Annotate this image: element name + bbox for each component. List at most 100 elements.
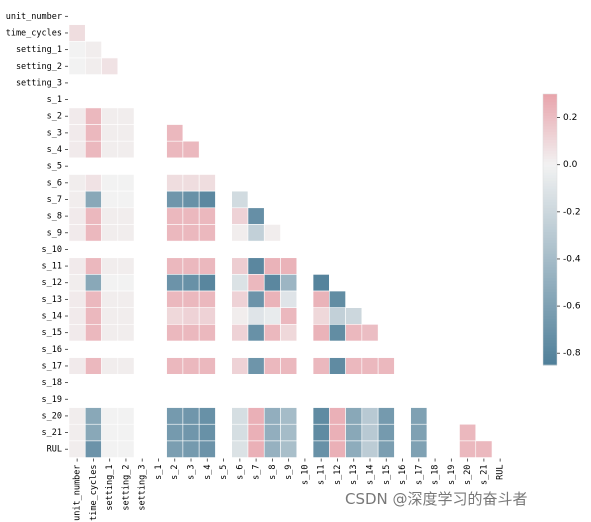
colorbar-segment	[543, 256, 557, 260]
colorbar-segment	[543, 229, 557, 233]
heatmap-cell-s_7-s_4	[198, 190, 216, 209]
colorbar-segment	[543, 340, 557, 344]
heatmap-cell-s_11-s_3	[182, 257, 200, 275]
heatmap-cell-RUL-s_2	[166, 440, 184, 458]
heatmap-cell-s_13-s_9	[280, 290, 298, 308]
heatmap-cell-s_12-s_6	[231, 274, 249, 292]
colorbar-segment	[543, 218, 557, 222]
row-label-s_13: s_13	[42, 295, 62, 305]
heatmap-cell-s_21-s_8	[263, 423, 281, 442]
heatmap-cell-s_12-s_4	[198, 274, 216, 292]
heatmap-cell-s_21-s_3	[182, 423, 200, 442]
col-label-s_15: s_15	[382, 465, 392, 485]
heatmap-cell-s_2-time_cycles	[84, 107, 102, 125]
heatmap-cell-s_12-setting_2	[117, 274, 135, 292]
heatmap-cell-s_2-setting_2	[117, 107, 135, 125]
heatmap-cell-RUL-s_17	[410, 440, 428, 458]
heatmap-cell-s_4-s_3	[182, 140, 200, 159]
colorbar-tick-label: -0.2	[563, 207, 581, 217]
heatmap-cell-s_12-unit_number	[68, 274, 86, 292]
col-label-s_2: s_2	[170, 465, 180, 480]
colorbar-segment	[543, 362, 557, 366]
row-label-s_3: s_3	[47, 128, 62, 138]
colorbar-segment	[543, 335, 557, 339]
heatmap-cell-s_15-s_12	[329, 324, 346, 342]
colorbar-segment	[543, 248, 557, 252]
colorbar-segment	[543, 332, 557, 336]
heatmap-cell-s_14-unit_number	[68, 307, 86, 325]
heatmap-cell-s_15-setting_1	[101, 324, 119, 342]
colorbar-segment	[543, 243, 557, 247]
heatmap-cell-s_8-s_3	[182, 207, 200, 225]
heatmap-cell-s_21-s_20	[459, 423, 477, 442]
colorbar-segment	[543, 286, 557, 290]
row-label-s_17: s_17	[42, 361, 62, 371]
heatmap-cell-s_3-setting_2	[117, 124, 135, 142]
heatmap-cell-s_17-s_3	[182, 357, 200, 375]
colorbar-segment	[543, 291, 557, 295]
heatmap-cell-s_12-s_8	[263, 274, 281, 292]
heatmap-cell-s_9-s_4	[198, 224, 216, 242]
heatmap-cell-s_17-s_14	[361, 357, 379, 375]
colorbar-segment	[543, 148, 557, 152]
colorbar-segment	[543, 202, 557, 206]
colorbar-segment	[543, 172, 557, 176]
colorbar-tick-label: -0.6	[563, 302, 581, 312]
heatmap-cell-s_9-time_cycles	[84, 224, 102, 242]
heatmap-cell-s_4-s_2	[166, 140, 184, 159]
heatmap-cell-s_21-setting_2	[117, 423, 135, 442]
colorbar-segment	[543, 164, 557, 168]
colorbar-segment	[543, 118, 557, 122]
heatmap-cell-RUL-s_7	[247, 440, 265, 458]
col-label-s_21: s_21	[479, 465, 489, 485]
col-label-s_1: s_1	[154, 465, 164, 480]
heatmap-cell-s_20-s_3	[182, 407, 200, 425]
heatmap-cell-s_7-setting_1	[101, 190, 119, 209]
heatmap-cell-s_21-s_17	[410, 423, 428, 442]
row-label-s_20: s_20	[42, 411, 62, 421]
heatmap-cell-s_7-s_3	[182, 190, 200, 209]
row-label-time_cycles: time_cycles	[6, 28, 62, 38]
heatmap-cell-s_3-unit_number	[68, 124, 86, 142]
colorbar-segment	[543, 129, 557, 133]
colorbar-segment	[543, 270, 557, 274]
heatmap-cell-s_9-s_2	[166, 224, 184, 242]
colorbar-segment	[543, 145, 557, 149]
heatmap-cell-s_15-s_8	[263, 324, 281, 342]
heatmap-cell-s_12-time_cycles	[84, 274, 102, 292]
heatmap-cell-s_15-s_9	[280, 324, 298, 342]
heatmap-cell-s_20-time_cycles	[84, 407, 102, 425]
col-label-s_8: s_8	[268, 465, 278, 480]
colorbar-segment	[543, 262, 557, 266]
heatmap-cell-RUL-s_20	[459, 440, 477, 458]
colorbar-segment	[543, 137, 557, 141]
heatmap-cell-s_21-setting_1	[101, 423, 119, 442]
colorbar-segment	[543, 126, 557, 130]
colorbar-segment	[543, 183, 557, 187]
colorbar-segment	[543, 224, 557, 228]
heatmap-cell-s_11-s_2	[166, 257, 184, 275]
heatmap-cell-s_15-setting_2	[117, 324, 135, 342]
heatmap-cell-s_20-s_8	[263, 407, 281, 425]
colorbar-segment	[543, 321, 557, 325]
heatmap-cell-s_20-s_7	[247, 407, 265, 425]
heatmap-cell-s_14-setting_2	[117, 307, 135, 325]
colorbar-segment	[543, 99, 557, 103]
colorbar-segment	[543, 215, 557, 220]
colorbar-segment	[543, 188, 557, 192]
col-label-s_9: s_9	[284, 465, 294, 480]
heatmap-cell-RUL-unit_number	[68, 440, 86, 458]
colorbar-segment	[543, 123, 557, 127]
heatmap-cell-s_12-setting_1	[101, 274, 119, 292]
colorbar: 0.2 0.0 -0.2 -0.4 -0.6 -0.8	[542, 93, 581, 366]
heatmap-cell-s_17-s_4	[198, 357, 216, 375]
row-label-s_7: s_7	[47, 195, 62, 205]
heatmap-cell-s_7-s_2	[166, 190, 184, 209]
heatmap-cell-s_9-s_7	[247, 224, 265, 242]
col-label-s_16: s_16	[398, 465, 408, 485]
row-label-s_11: s_11	[42, 262, 62, 272]
colorbar-segment	[543, 251, 557, 255]
col-label-s_3: s_3	[187, 465, 197, 480]
colorbar-segment	[543, 134, 557, 138]
row-label-unit_number: unit_number	[6, 12, 62, 22]
